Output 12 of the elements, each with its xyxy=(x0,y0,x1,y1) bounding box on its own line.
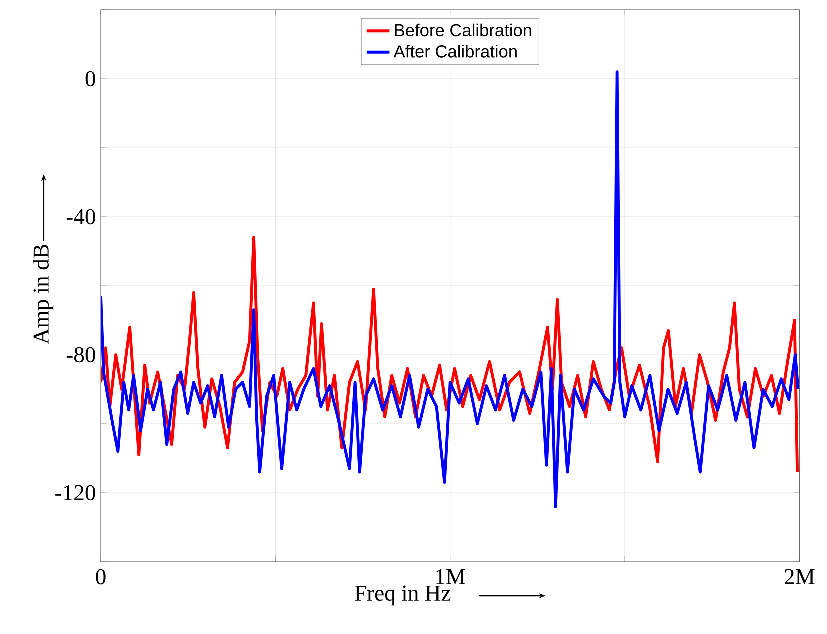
y-axis-title: Amp in dB xyxy=(33,245,54,344)
y-tick-label: -120 xyxy=(56,485,96,501)
legend-label: After Calibration xyxy=(394,45,517,58)
x-axis-title: Freq in Hz xyxy=(355,586,451,606)
y-tick-label: -40 xyxy=(66,209,96,225)
legend-label: Before Calibration xyxy=(395,24,532,37)
y-tick-label: -80 xyxy=(66,347,96,363)
y-tick-label: 0 xyxy=(86,71,96,87)
x-tick-label: 2M xyxy=(784,569,815,584)
x-tick-label: 0 xyxy=(96,569,106,585)
x-tick-label: 1M xyxy=(436,569,466,584)
line-series xyxy=(101,70,800,508)
